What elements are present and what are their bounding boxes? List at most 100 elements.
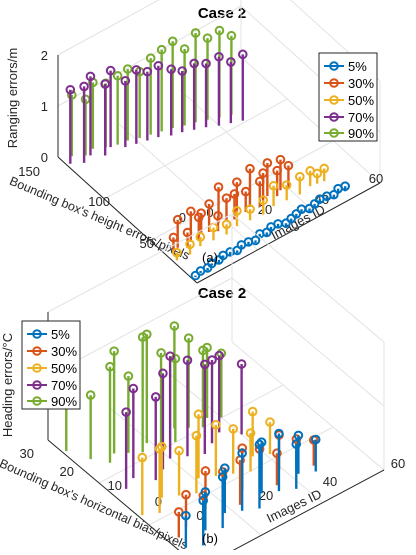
chart-a-ytick-label: 100 — [88, 194, 110, 209]
chart-b-legend-label: 5% — [51, 327, 70, 342]
stem-marker — [214, 255, 224, 265]
stem-marker — [258, 168, 268, 178]
chart-a-legend-box — [318, 52, 378, 142]
stem-marker — [167, 36, 178, 47]
stem-marker — [122, 64, 133, 74]
chart-b-ytick-label: 30 — [20, 446, 34, 461]
stem-marker — [154, 444, 165, 454]
stem-marker — [156, 44, 167, 55]
chart-b-ytick-label: 20 — [60, 464, 74, 479]
stem-marker — [156, 348, 166, 358]
stem-marker — [200, 359, 210, 370]
stem-marker — [120, 76, 131, 86]
chart-a-legend-label: 70% — [348, 110, 374, 125]
stem-marker — [274, 428, 284, 439]
chart-a-legend-label: 5% — [348, 59, 367, 74]
stem-marker — [261, 227, 272, 238]
stem-marker — [100, 79, 110, 89]
stem-marker — [202, 33, 213, 43]
stem-marker — [256, 437, 267, 448]
chart-b-legend-entry: 70% — [27, 378, 77, 393]
stem-marker — [258, 195, 269, 206]
stem-marker — [319, 163, 330, 174]
stem-marker — [195, 232, 206, 242]
stem-marker — [153, 60, 164, 71]
stem-marker — [79, 81, 89, 92]
stem-marker — [281, 180, 292, 190]
stem-marker — [65, 84, 76, 95]
stem-marker — [309, 199, 320, 209]
stem-marker — [198, 495, 208, 506]
stem-marker — [213, 182, 224, 192]
chart-a-legend-marker — [329, 61, 339, 71]
chart-b-ytick-label: 10 — [108, 478, 122, 493]
stem-marker — [245, 204, 255, 214]
stem-marker — [174, 507, 184, 517]
stem-marker — [193, 212, 204, 223]
stem-marker — [109, 346, 119, 356]
stem-marker — [182, 227, 193, 238]
chart-a-ytick-labels: 150 100 50 0 — [18, 164, 186, 251]
chart-b-xtick-label: 60 — [391, 456, 405, 471]
stem-marker — [254, 439, 265, 450]
chart-a-legend-marker — [329, 95, 339, 105]
stem-marker — [186, 206, 196, 217]
stem-marker — [198, 345, 208, 356]
chart-b-ytick-label: 0 — [155, 494, 162, 509]
stem-marker — [214, 350, 224, 361]
chart-a-ztick-label: 1 — [41, 99, 48, 114]
stem-marker — [237, 49, 248, 60]
stem-marker — [181, 510, 191, 521]
chart-a-ylabel: Bounding box's height errors/pixels — [7, 174, 191, 263]
chart-a-legend-marker — [329, 128, 339, 138]
stem-marker — [283, 160, 294, 171]
chart-a-ytick-label: 150 — [18, 164, 40, 179]
stem-marker — [182, 355, 193, 366]
stem-marker — [286, 213, 296, 224]
stem-marker — [220, 463, 230, 474]
stem-marker — [329, 189, 339, 200]
stem-marker — [236, 359, 247, 369]
stem-marker — [340, 181, 350, 191]
stem-marker — [247, 406, 258, 417]
stem-marker — [291, 439, 302, 449]
stem-marker — [183, 333, 194, 343]
stem-marker — [185, 239, 195, 250]
chart-b-legend-entry: 50% — [27, 361, 77, 376]
chart-a-legend-label: 50% — [348, 93, 374, 108]
stem-marker — [221, 219, 232, 230]
chart-a-ztick-label: 0 — [41, 150, 48, 165]
chart-b-zlabel: Heading errors/°C — [0, 333, 15, 437]
stem-marker — [216, 348, 227, 359]
stem-marker — [237, 443, 248, 453]
chart-b-ytick-labels: 30 20 10 0 — [20, 446, 162, 509]
stem-marker — [250, 235, 261, 246]
stem-marker — [137, 452, 148, 463]
chart-a-zlabel: Ranging errors/m — [5, 48, 20, 148]
stem-marker — [85, 71, 96, 82]
stem-marker — [189, 58, 199, 69]
chart-a-legend-marker — [329, 112, 339, 122]
stem-marker — [237, 448, 247, 458]
stem-marker — [228, 424, 238, 434]
stem-marker — [304, 203, 315, 214]
stem-marker — [170, 353, 181, 364]
stem-marker — [268, 180, 279, 191]
chart-b-legend-marker — [32, 380, 42, 390]
chart-a-legend-entry: 50% — [324, 93, 374, 108]
chart-a: Case 2 2 1 — [5, 0, 383, 284]
stem-marker — [272, 165, 282, 176]
stem-marker — [275, 154, 286, 165]
stem-marker — [265, 417, 275, 427]
stem-marker — [131, 65, 142, 75]
stem-marker — [128, 383, 139, 394]
stem-marker — [272, 448, 282, 459]
chart-a-grid — [57, 0, 381, 284]
chart-a-xtick-label: 60 — [369, 171, 383, 186]
stem-marker — [310, 434, 321, 445]
chart-a-legend-marker — [329, 78, 339, 88]
chart-a-ztick-label: 2 — [41, 48, 48, 63]
chart-a-plot-area — [65, 25, 350, 281]
